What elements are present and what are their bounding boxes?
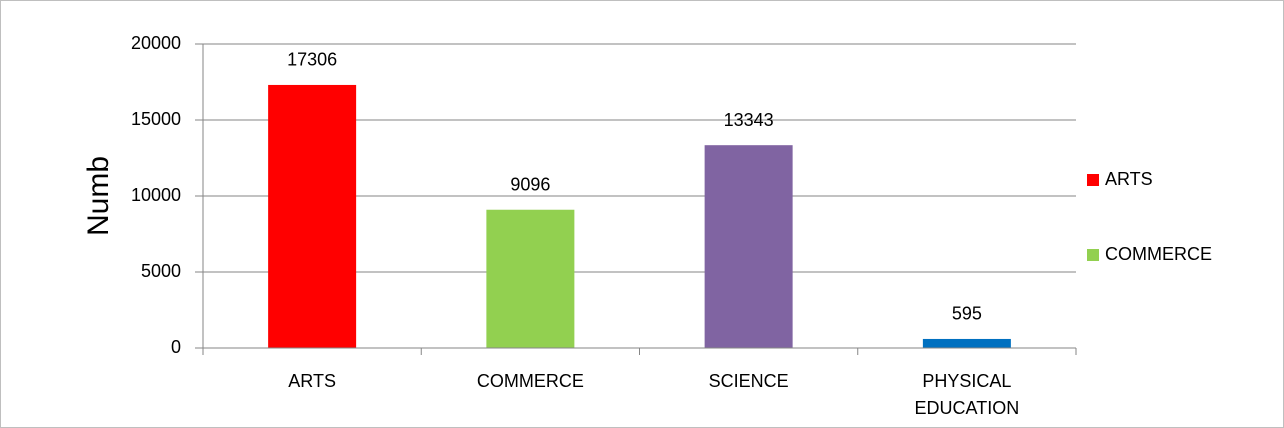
data-label: 17306 [287, 50, 337, 70]
bar [704, 145, 793, 348]
data-label: 13343 [724, 110, 774, 130]
y-tick-label: 5000 [141, 261, 181, 281]
x-tick-label: ARTS [288, 371, 336, 391]
data-label: 9096 [510, 174, 550, 194]
y-tick-label: 15000 [131, 109, 181, 129]
bar [486, 209, 575, 348]
y-tick-label: 20000 [131, 33, 181, 53]
x-tick-label: SCIENCE [709, 371, 789, 391]
bar [268, 84, 357, 349]
x-tick-label: COMMERCE [477, 371, 584, 391]
data-label: 595 [952, 304, 982, 324]
y-tick-label: 10000 [131, 185, 181, 205]
legend-swatch [1087, 174, 1099, 186]
y-tick-label: 0 [171, 337, 181, 357]
legend-swatch [1087, 249, 1099, 261]
bar [922, 338, 1011, 348]
legend-label: ARTS [1105, 169, 1153, 189]
x-tick-label: PHYSICAL EDUCATION [915, 371, 1020, 418]
legend-label: COMMERCE [1105, 244, 1212, 264]
y-axis-title: Numb [82, 156, 115, 236]
